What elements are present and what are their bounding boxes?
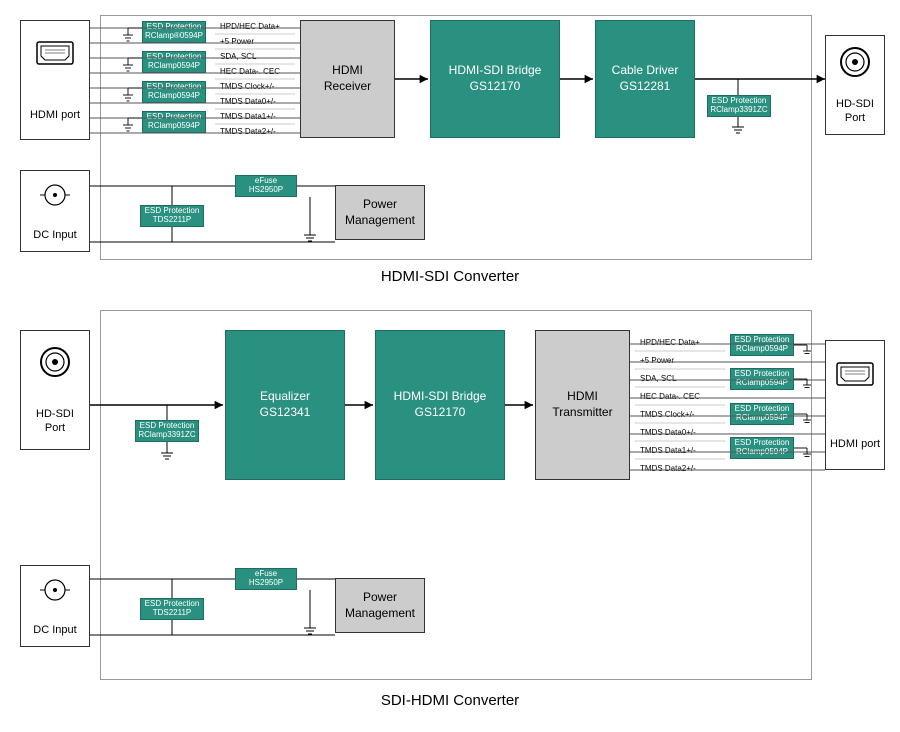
d2-esd-1: ESD Protection RClamp0594P xyxy=(730,368,794,390)
d1-dc-label: DC Input xyxy=(33,228,76,242)
hdmi-icon-2 xyxy=(835,359,875,389)
dc-icon xyxy=(40,180,70,210)
d1-esd-2: ESD Protection RClamp0594P xyxy=(142,81,206,103)
d2-sig7: TMDS Data2+/- xyxy=(640,464,696,473)
d1-cabledrv: Cable Driver GS12281 xyxy=(595,20,695,138)
d2-esd-power: ESD Protection TDS2211P xyxy=(140,598,204,620)
d2-esd3-l2: RClamp0594P xyxy=(736,448,788,457)
d1-esd3-l2: RClamp0594P xyxy=(148,122,200,131)
d2-dc-label: DC Input xyxy=(33,623,76,637)
dc-icon-2 xyxy=(40,575,70,605)
d2-sig2: SDA, SCL xyxy=(640,374,676,383)
d1-bridge-l1: HDMI-SDI Bridge xyxy=(449,63,542,79)
d2-sig3: HEC Data-. CEC xyxy=(640,392,700,401)
d1-sig4: TMDS Clock+/- xyxy=(220,82,274,91)
d1-dc-box: DC Input xyxy=(20,170,90,252)
d2-efuse: eFuse HS2950P xyxy=(235,568,297,590)
d1-hdmi-rx: HDMI Receiver xyxy=(300,20,395,138)
d1-sig7: TMDS Data2+/- xyxy=(220,127,276,136)
d2-esd1-l2: RClamp0594P xyxy=(736,379,788,388)
d2-hdmi-label: HDMI port xyxy=(830,437,880,451)
d1-esd2-l2: RClamp0594P xyxy=(148,92,200,101)
d1-power-mgmt: Power Management xyxy=(335,185,425,240)
d1-hdmi-port-label: HDMI port xyxy=(30,108,80,122)
d1-esd-power: ESD Protection TDS2211P xyxy=(140,205,204,227)
hdmi-icon xyxy=(35,38,75,68)
d2-power-mgmt: Power Management xyxy=(335,578,425,633)
d2-esdp-l2: TDS2211P xyxy=(153,609,192,618)
d2-esdl-l2: RClamp3391ZC xyxy=(138,431,195,440)
d2-esd-0: ESD Protection RClamp0594P xyxy=(730,334,794,356)
d1-sdi-box: HD-SDI Port xyxy=(825,35,885,135)
d1-cd-l2: GS12281 xyxy=(620,79,671,95)
d1-esd-right: ESD Protection RClamp3391ZC xyxy=(707,95,771,117)
d1-title: HDMI-SDI Converter xyxy=(10,268,890,285)
d2-bridge-l2: GS12170 xyxy=(415,405,466,421)
d1-sig1: +5 Power xyxy=(220,37,254,46)
d1-sig6: TMDS Data1+/- xyxy=(220,112,276,121)
d1-cd-l1: Cable Driver xyxy=(612,63,679,79)
d2-sdi-label: HD-SDI Port xyxy=(36,407,74,436)
d1-esd1-l2: RClamp0594P xyxy=(148,62,200,71)
d2-hdmi-tx: HDMI Transmitter xyxy=(535,330,630,480)
d1-sig5: TMDS Data0+/- xyxy=(220,97,276,106)
d1-efuse: eFuse HS2950P xyxy=(235,175,297,197)
d2-ef-l2: HS2950P xyxy=(249,579,283,588)
d2-sig0: HPD/HEC Data+ xyxy=(640,338,700,347)
d1-hdmi-port-box: HDMI port xyxy=(20,20,90,140)
d2-sig4: TMDS Clock+/- xyxy=(640,410,694,419)
d2-eq: Equalizer GS12341 xyxy=(225,330,345,480)
d2-sig6: TMDS Data1+/- xyxy=(640,446,696,455)
d2-esd-left: ESD Protection RClamp3391ZC xyxy=(135,420,199,442)
d2-esd-2: ESD Protection RClamp0594P xyxy=(730,403,794,425)
d2-sig1: +5 Power xyxy=(640,356,674,365)
d2-bridge-l1: HDMI-SDI Bridge xyxy=(394,389,487,405)
d2-esd-3: ESD Protection RClamp0594P xyxy=(730,437,794,459)
d1-esdr-l2: RClamp3391ZC xyxy=(710,106,767,115)
d1-bridge-l2: GS12170 xyxy=(470,79,521,95)
d2-esd0-l2: RClamp0594P xyxy=(736,345,788,354)
d2-bridge: HDMI-SDI Bridge GS12170 xyxy=(375,330,505,480)
d1-ef-l2: HS2950P xyxy=(249,186,283,195)
d2-hdmi-port-box: HDMI port xyxy=(825,340,885,470)
d2-dc-box: DC Input xyxy=(20,565,90,647)
d1-sig0: HPD/HEC Data+ xyxy=(220,22,280,31)
d2-sdi-box: HD-SDI Port xyxy=(20,330,90,450)
d2-eq-l2: GS12341 xyxy=(260,405,311,421)
d1-esd-3: ESD Protection RClamp0594P xyxy=(142,111,206,133)
d1-sdi-label: HD-SDI Port xyxy=(836,97,874,126)
d2-sig5: TMDS Data0+/- xyxy=(640,428,696,437)
d1-esd-0: ESD Protection RClamp®0594P xyxy=(142,21,206,43)
d1-esdp-l2: TDS2211P xyxy=(153,216,192,225)
d1-bridge: HDMI-SDI Bridge GS12170 xyxy=(430,20,560,138)
bnc-icon-2 xyxy=(38,345,72,379)
bnc-icon xyxy=(838,45,872,79)
canvas: HDMI port DC Input ESD Protection RClamp… xyxy=(10,10,890,722)
d2-title: SDI-HDMI Converter xyxy=(10,692,890,709)
d1-esd0-l2: RClamp®0594P xyxy=(145,32,203,41)
d1-esd-1: ESD Protection RClamp0594P xyxy=(142,51,206,73)
d1-sig3: HEC Data-. CEC xyxy=(220,67,280,76)
d1-sig2: SDA, SCL xyxy=(220,52,256,61)
d2-esd2-l2: RClamp0594P xyxy=(736,414,788,423)
d2-eq-l1: Equalizer xyxy=(260,389,310,405)
